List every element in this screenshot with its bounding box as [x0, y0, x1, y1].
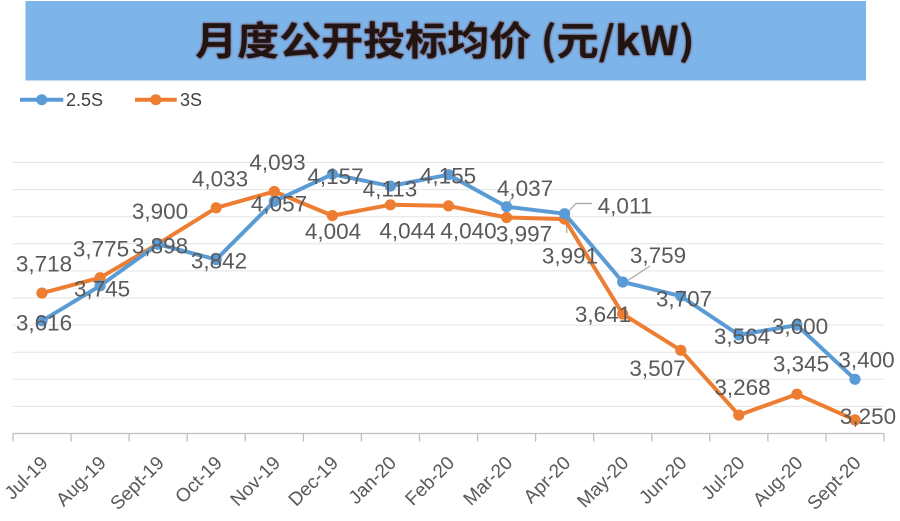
svg-text:3,745: 3,745	[74, 277, 130, 302]
svg-text:3,775: 3,775	[73, 237, 129, 262]
svg-text:2.5S: 2.5S	[66, 90, 103, 110]
svg-text:3,250: 3,250	[840, 404, 896, 429]
svg-text:3,400: 3,400	[838, 348, 894, 373]
svg-text:3,898: 3,898	[132, 234, 188, 259]
svg-text:3,507: 3,507	[629, 356, 685, 381]
svg-text:3,900: 3,900	[132, 199, 188, 224]
svg-text:4,044: 4,044	[379, 219, 435, 244]
svg-text:4,155: 4,155	[420, 164, 476, 189]
svg-text:4,057: 4,057	[251, 192, 307, 217]
svg-text:4,113: 4,113	[363, 177, 418, 202]
svg-text:4,157: 4,157	[307, 164, 363, 189]
svg-text:4,004: 4,004	[305, 219, 361, 244]
svg-text:3,600: 3,600	[772, 314, 828, 339]
svg-text:3,641: 3,641	[575, 302, 631, 327]
svg-text:3,268: 3,268	[714, 375, 770, 400]
svg-text:3,997: 3,997	[496, 222, 552, 247]
svg-text:3,759: 3,759	[630, 243, 686, 268]
svg-text:4,033: 4,033	[192, 167, 248, 192]
svg-text:4,037: 4,037	[497, 176, 553, 201]
svg-text:4,011: 4,011	[598, 194, 653, 219]
svg-text:4,093: 4,093	[249, 150, 305, 175]
svg-text:3,991: 3,991	[542, 244, 598, 269]
svg-text:3,616: 3,616	[16, 311, 72, 336]
svg-text:3,707: 3,707	[656, 287, 712, 312]
svg-text:3,564: 3,564	[714, 324, 770, 349]
svg-text:3,718: 3,718	[16, 252, 72, 277]
svg-text:3,842: 3,842	[191, 249, 247, 274]
svg-text:3,345: 3,345	[773, 352, 829, 377]
svg-text:4,040: 4,040	[440, 219, 496, 244]
svg-text:3S: 3S	[180, 90, 202, 110]
